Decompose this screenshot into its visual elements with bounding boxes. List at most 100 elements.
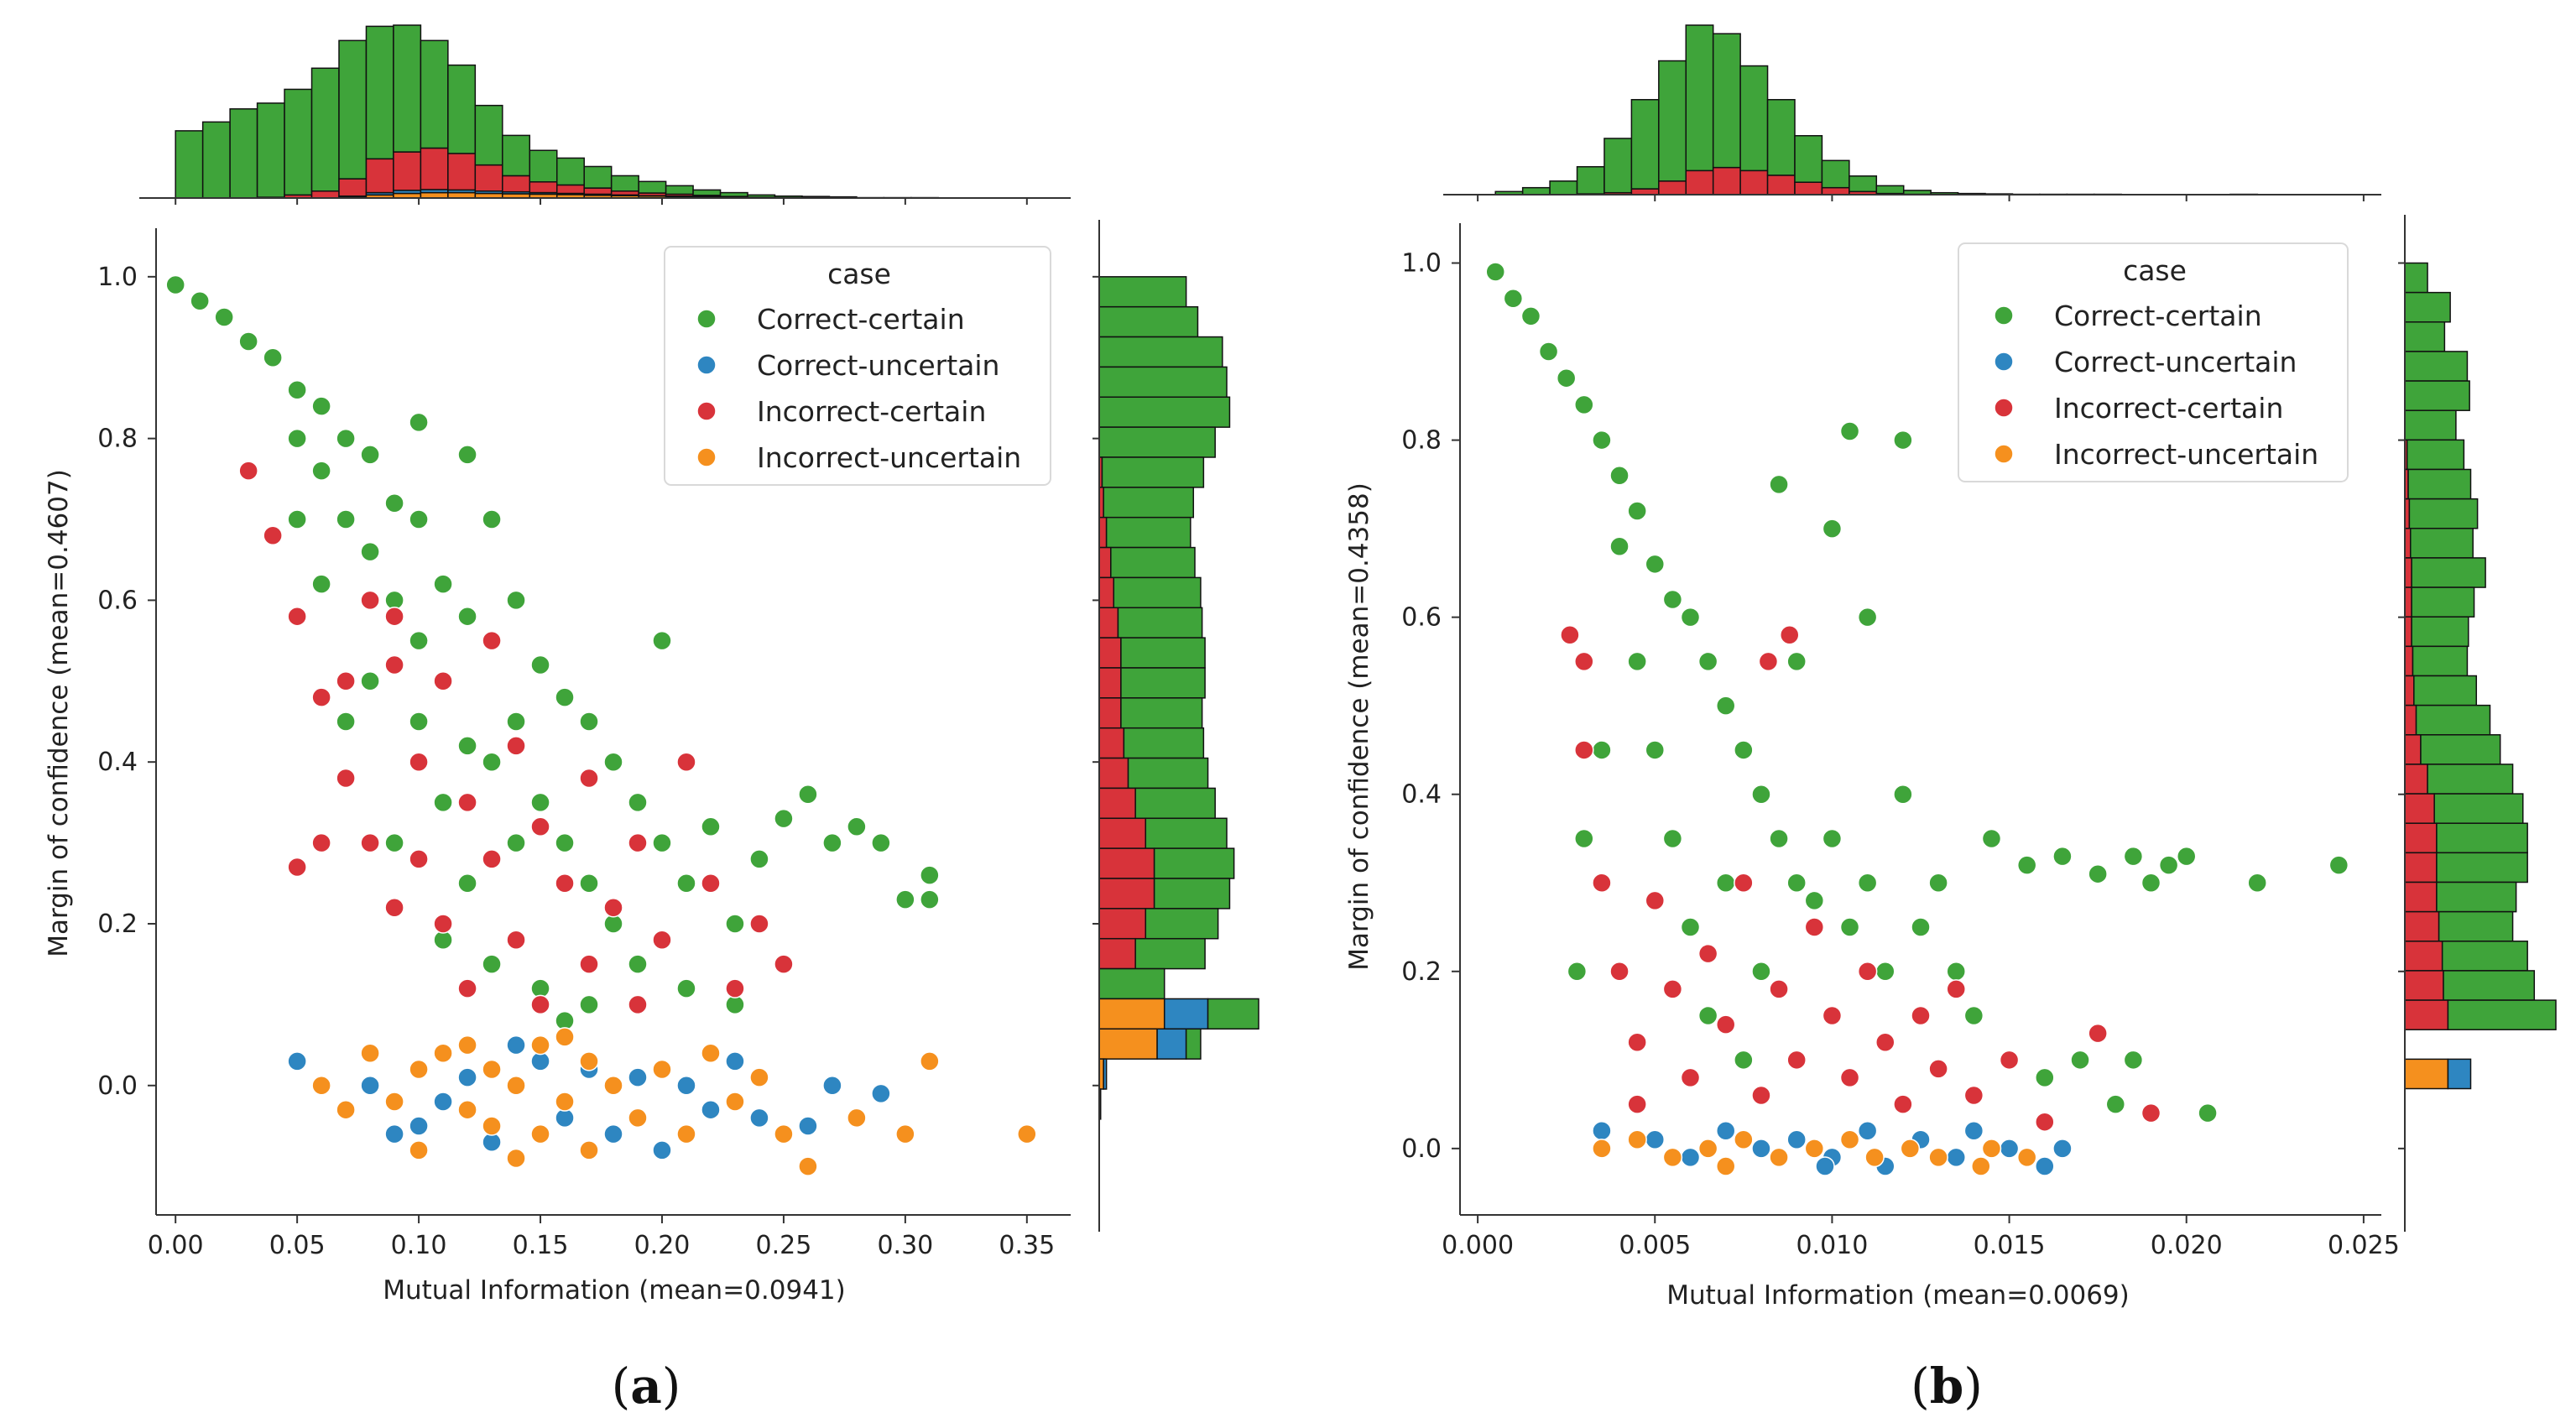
panel-a-point-correct-certain: [628, 954, 648, 974]
panel-a-point-incorrect-uncertain: [676, 1123, 696, 1144]
panel-a-legend-label-incorrect-uncertain: Incorrect-uncertain: [757, 441, 1021, 474]
panel-a-point-correct-certain: [603, 752, 623, 772]
panel-a-point-incorrect-uncertain: [749, 1067, 769, 1087]
panel-a-top-hist-bar-correct-certain: [583, 165, 613, 189]
panel-a-right-hist-bar-correct-certain: [1103, 487, 1195, 519]
panel-b-point-correct-certain: [1520, 306, 1541, 326]
panel-a-x-tick-label: 0.20: [634, 1231, 691, 1260]
panel-a-point-incorrect-uncertain: [433, 1043, 453, 1063]
panel-b-right-hist-bar-incorrect-certain: [2404, 910, 2440, 942]
panel-b-point-incorrect-certain: [1680, 1067, 1701, 1088]
panel-a-point-correct-uncertain: [457, 1067, 477, 1087]
panel-b-point-correct-uncertain: [1680, 1147, 1701, 1168]
panel-b-point-incorrect-uncertain: [1981, 1139, 2002, 1159]
panel-a-point-incorrect-uncertain: [628, 1108, 648, 1128]
panel-a-right-hist-bar-correct-certain: [1098, 366, 1228, 399]
panel-b-right-hist-bar-incorrect-certain: [2404, 645, 2414, 677]
panel-b-top-hist-bar-incorrect-certain: [1794, 181, 1823, 195]
panel-b-point-correct-uncertain: [1592, 1120, 1612, 1141]
panel-b-point-correct-certain: [1538, 341, 1559, 362]
panel-b-point-correct-certain: [1875, 962, 1895, 982]
panel-b-point-incorrect-uncertain: [1804, 1139, 1825, 1159]
panel-a-point-correct-certain: [165, 274, 185, 295]
panel-b-x-tick-label: 0.005: [1619, 1231, 1691, 1260]
panel-b-point-correct-certain: [1627, 651, 1647, 672]
panel-b-point-correct-certain: [1769, 828, 1789, 849]
panel-a-point-correct-certain: [457, 606, 477, 627]
panel-b-point-correct-certain: [1627, 501, 1647, 521]
panel-a-point-incorrect-certain: [360, 590, 380, 611]
panel-b-caption: (b): [1911, 1358, 1983, 1415]
panel-a-point-incorrect-certain: [506, 736, 526, 756]
panel-b-point-incorrect-certain: [1758, 651, 1779, 672]
panel-a-point-incorrect-uncertain: [798, 1156, 818, 1176]
panel-a-right-hist-bar-incorrect-certain: [1098, 516, 1108, 549]
panel-a-legend-label-correct-certain: Correct-certain: [757, 303, 965, 336]
panel-a-point-correct-certain: [238, 331, 258, 352]
panel-a-top-histogram: [139, 24, 1071, 205]
panel-b-right-hist-bar-correct-certain: [2404, 409, 2457, 441]
panel-b-right-hist-bar-incorrect-certain: [2404, 675, 2415, 706]
panel-b-point-incorrect-uncertain: [1662, 1147, 1683, 1168]
panel-a-point-correct-certain: [555, 832, 575, 853]
panel-b-point-correct-certain: [1574, 828, 1594, 849]
panel-a-y-tick-label: 0.8: [97, 425, 138, 454]
panel-a-point-correct-uncertain: [822, 1076, 842, 1096]
panel-a-x-tick-label: 0.25: [756, 1231, 812, 1260]
panel-a-point-correct-certain: [676, 873, 696, 894]
panel-b-point-incorrect-uncertain: [1839, 1129, 1860, 1150]
panel-b-point-correct-certain: [1822, 519, 1843, 539]
panel-a-point-incorrect-certain: [311, 832, 331, 853]
panel-b-point-correct-certain: [2158, 855, 2179, 875]
panel-a-y-tick-label: 0.0: [97, 1071, 138, 1101]
panel-a-point-correct-certain: [384, 493, 404, 513]
panel-a-point-correct-certain: [579, 712, 599, 732]
panel-a-x-tick-label: 0.05: [269, 1231, 326, 1260]
panel-a-point-incorrect-uncertain: [1017, 1123, 1037, 1144]
panel-b-point-correct-certain: [2105, 1094, 2126, 1114]
panel-b-right-hist-bar-incorrect-certain: [2404, 970, 2444, 1001]
panel-a-point-incorrect-certain: [311, 687, 331, 707]
panel-b-point-incorrect-certain: [1822, 1005, 1843, 1026]
panel-a-point-incorrect-certain: [409, 752, 429, 772]
panel-b-top-hist-bar-correct-certain: [1658, 60, 1687, 182]
panel-a-point-correct-uncertain: [676, 1076, 696, 1096]
panel-a-right-hist-bar-correct-certain: [1123, 727, 1205, 759]
panel-b-legend-frame: [1958, 242, 2349, 482]
panel-b-y-axis-label: Margin of confidence (mean=0.4358): [1344, 482, 1374, 971]
panel-b-point-correct-certain: [2035, 1067, 2055, 1088]
panel-a-top-hist-bar-correct-certain: [692, 189, 722, 196]
panel-b-right-hist-bar-correct-certain: [2436, 852, 2528, 884]
panel-a-right-hist-bar-correct-certain: [1145, 817, 1228, 849]
panel-b-top-hist-bar-correct-certain: [1576, 165, 1605, 195]
panel-b-point-incorrect-certain: [1662, 979, 1683, 999]
panel-a-point-correct-certain: [409, 412, 429, 433]
panel-a-right-hist-bar-correct-certain: [1134, 937, 1206, 970]
panel-b-top-hist-bar-incorrect-certain: [1712, 166, 1741, 195]
panel-a-point-correct-certain: [506, 832, 526, 853]
panel-a-top-hist-bar-incorrect-certain: [474, 164, 503, 192]
panel-b-x-tick-label: 0.015: [1974, 1231, 2046, 1260]
panel-a-point-correct-certain: [457, 445, 477, 465]
panel-b-point-incorrect-certain: [1946, 979, 1966, 999]
panel-a-point-correct-uncertain: [725, 1051, 745, 1071]
panel-a-point-incorrect-certain: [603, 897, 623, 918]
panel-a-top-hist-bar-incorrect-certain: [502, 175, 531, 193]
panel-a-point-correct-certain: [895, 889, 915, 910]
panel-b-legend-label-incorrect-certain: Incorrect-certain: [2054, 392, 2283, 425]
panel-b-right-hist-bar-incorrect-certain: [2404, 764, 2428, 795]
panel-a-point-correct-certain: [433, 792, 453, 813]
panel-b-right-hist-bar-incorrect-certain: [2404, 528, 2412, 559]
panel-a-point-incorrect-certain: [725, 978, 745, 998]
panel-b-point-incorrect-certain: [1627, 1032, 1647, 1052]
panel-b-right-hist-bar-correct-certain: [2447, 999, 2557, 1030]
panel-a-point-incorrect-uncertain: [506, 1148, 526, 1169]
panel-a-right-hist-bar-incorrect-certain: [1098, 576, 1115, 609]
panel-a: 0.00 0.05 0.10 0.15 0.20 0.25 0.30 0.35 0.0 0.2 0.…: [44, 24, 1259, 1415]
panel-b-point-correct-certain: [1734, 740, 1754, 760]
panel-b-right-hist-bar-correct-certain: [2420, 734, 2501, 765]
panel-a-point-incorrect-certain: [384, 897, 404, 918]
panel-a-point-correct-uncertain: [749, 1108, 769, 1128]
panel-a-top-hist-bar-correct-certain: [555, 157, 585, 186]
panel-a-point-correct-certain: [482, 752, 502, 772]
